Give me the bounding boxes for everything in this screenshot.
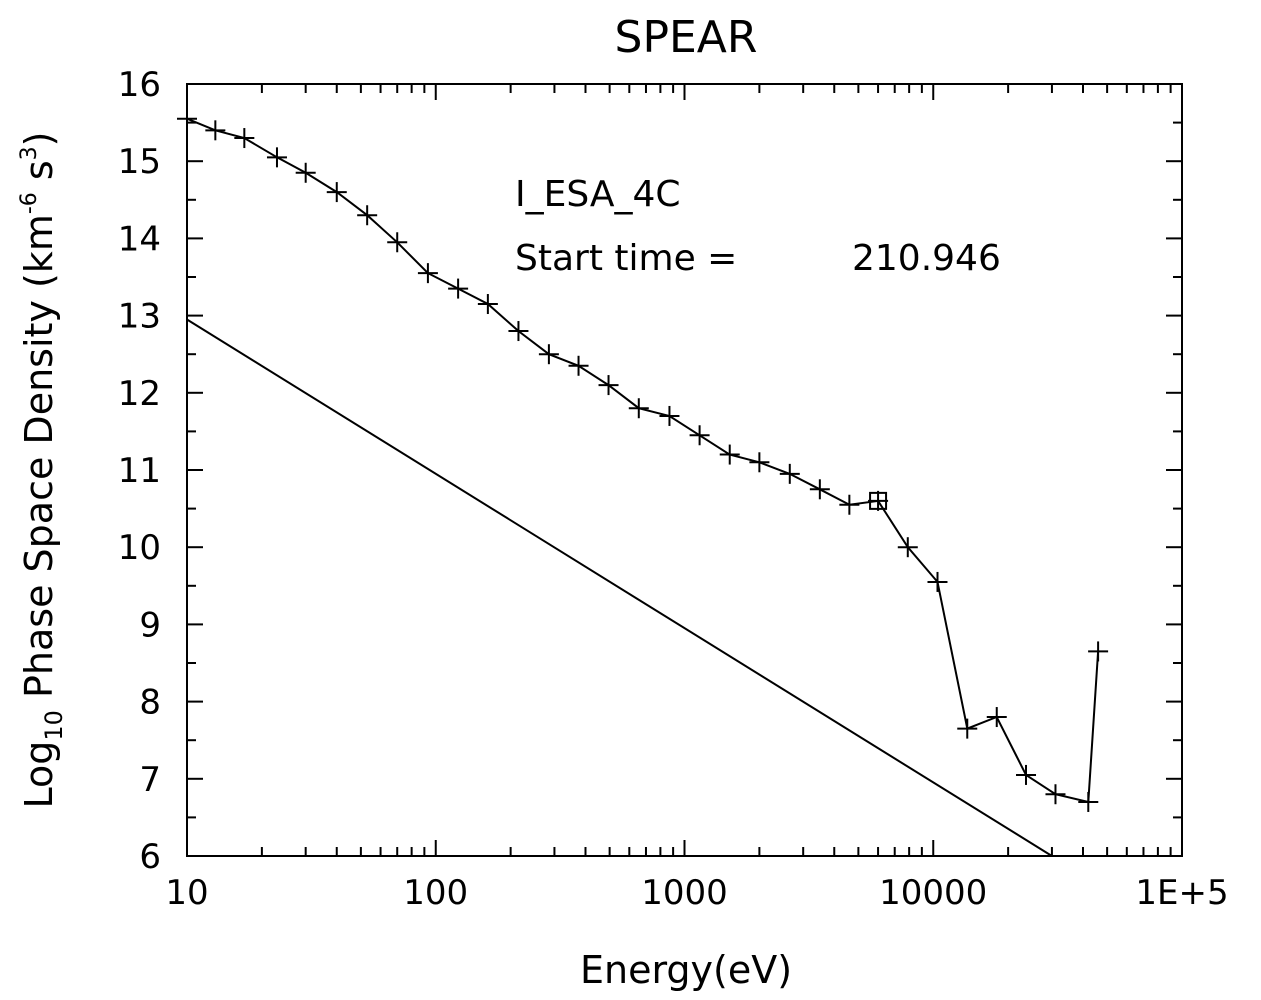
y-axis-tick-labels: 6 7 8 9 10 11 12 13 14 15 16: [118, 65, 161, 877]
y-tick-label: 14: [118, 219, 161, 259]
plus-marker: [689, 425, 710, 446]
plus-marker: [659, 405, 680, 426]
plus-marker: [779, 463, 800, 484]
y-tick-label: 11: [118, 451, 161, 491]
plus-marker: [839, 494, 860, 515]
y-axis-label-exponent-km: -6: [17, 192, 42, 214]
plus-marker: [1078, 791, 1099, 812]
x-tick-label: 1E+5: [1135, 873, 1228, 913]
series-1-line: [186, 318, 1053, 857]
y-axis-label-prefix: Log: [17, 741, 61, 809]
x-tick-label: 1000: [641, 873, 728, 913]
plus-marker: [1016, 764, 1037, 785]
x-axis-tick-labels: 10 100 1000 10000 1E+5: [165, 873, 1228, 913]
x-tick-label: 100: [403, 873, 468, 913]
plus-marker: [538, 344, 559, 365]
x-tick-label: 10000: [879, 873, 987, 913]
plus-marker: [749, 452, 770, 473]
y-tick-label: 6: [139, 837, 161, 877]
plus-marker: [234, 128, 255, 149]
plus-marker: [986, 707, 1007, 728]
plus-marker: [508, 321, 529, 342]
plus-marker: [205, 120, 226, 141]
plus-marker: [387, 232, 408, 253]
y-tick-label: 13: [118, 297, 161, 337]
chart-title: SPEAR: [615, 12, 758, 63]
y-axis-label-mid: s: [17, 160, 61, 192]
highlight-box-marker: [869, 491, 888, 510]
plus-marker: [897, 537, 918, 558]
plus-marker: [177, 108, 197, 129]
plus-marker: [868, 490, 889, 511]
y-axis-label-main: Phase Space Density (km: [17, 214, 61, 710]
y-tick-label: 10: [118, 528, 161, 568]
plus-marker: [326, 182, 347, 203]
plus-marker: [957, 718, 978, 739]
series-layer: [177, 108, 1109, 857]
instrument-label: I_ESA_4C: [515, 174, 681, 215]
plus-marker: [598, 375, 619, 396]
x-axis-ticks: [186, 84, 1172, 856]
plus-marker: [719, 444, 740, 465]
y-tick-label: 9: [139, 605, 161, 645]
plus-marker: [477, 294, 498, 315]
y-axis-label-prefix-subscript: 10: [40, 710, 68, 741]
y-axis-label-exponent-s: 3: [17, 146, 42, 160]
plus-marker: [448, 278, 469, 299]
plus-marker: [927, 571, 948, 592]
y-tick-label: 12: [118, 374, 161, 414]
plus-marker: [417, 263, 438, 284]
y-axis-ticks: [187, 83, 1182, 857]
start-time-value: 210.946: [852, 238, 1001, 279]
plus-marker: [568, 355, 589, 376]
series-0-line: [186, 117, 1100, 804]
y-tick-label: 7: [139, 760, 161, 800]
plus-marker: [1045, 784, 1066, 805]
y-axis-label: Log10 Phase Space Density (km-6 s3): [17, 132, 68, 809]
start-time-label: Start time =: [515, 238, 737, 279]
x-axis-label: Energy(eV): [580, 948, 792, 992]
x-tick-label: 10: [165, 873, 208, 913]
y-tick-label: 16: [118, 65, 161, 105]
plus-marker: [295, 162, 316, 183]
plus-marker: [357, 205, 378, 226]
plus-marker: [628, 398, 649, 419]
y-tick-label: 8: [139, 683, 161, 723]
plus-marker: [1088, 641, 1109, 662]
plus-marker: [266, 147, 287, 168]
y-tick-label: 15: [118, 142, 161, 182]
plus-marker: [809, 479, 830, 500]
y-axis-label-end: ): [17, 132, 61, 147]
